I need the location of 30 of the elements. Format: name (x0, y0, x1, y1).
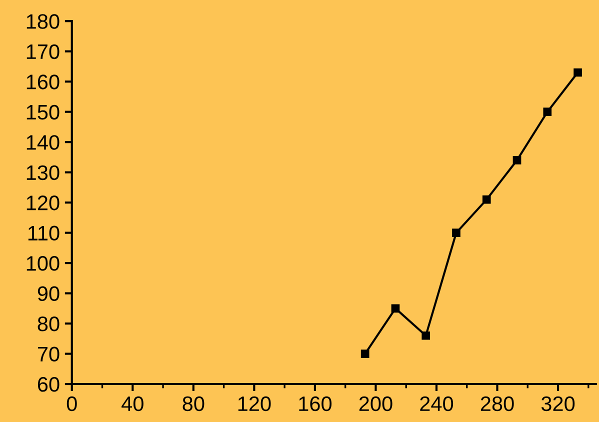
y-tick-label: 180 (26, 14, 60, 29)
x-tick-label: 280 (480, 396, 514, 412)
point (422, 331, 430, 340)
y-tick-label: 60 (38, 377, 60, 392)
y-tick-label: 140 (26, 135, 60, 150)
y-tick-label: 80 (38, 316, 60, 332)
point (574, 68, 582, 77)
x-tick-label: 200 (359, 396, 392, 412)
x-tick-label: 40 (122, 396, 144, 412)
y-tick-label: 110 (28, 226, 60, 241)
y-tick-label: 90 (38, 286, 60, 302)
y-tick-label: 150 (26, 104, 60, 120)
x-tick-label: 80 (182, 396, 204, 412)
x-tick-label: 240 (420, 396, 454, 412)
x-tick-label: 120 (238, 396, 271, 412)
x-tick-label: 320 (541, 396, 575, 412)
x-tick-label: 0 (66, 396, 77, 412)
y-tick-label: 160 (26, 74, 60, 90)
x-tick-label: 160 (299, 396, 332, 412)
y-tick-label: 130 (26, 165, 60, 180)
point (543, 108, 552, 116)
point (391, 304, 400, 313)
y-tick-label: 70 (38, 346, 60, 362)
y-tick-label: 100 (26, 256, 60, 271)
point (482, 195, 491, 204)
point (452, 228, 460, 237)
point (360, 350, 370, 358)
y-tick-label: 170 (26, 44, 60, 60)
y-tick-label: 120 (26, 196, 60, 210)
point (512, 156, 522, 164)
